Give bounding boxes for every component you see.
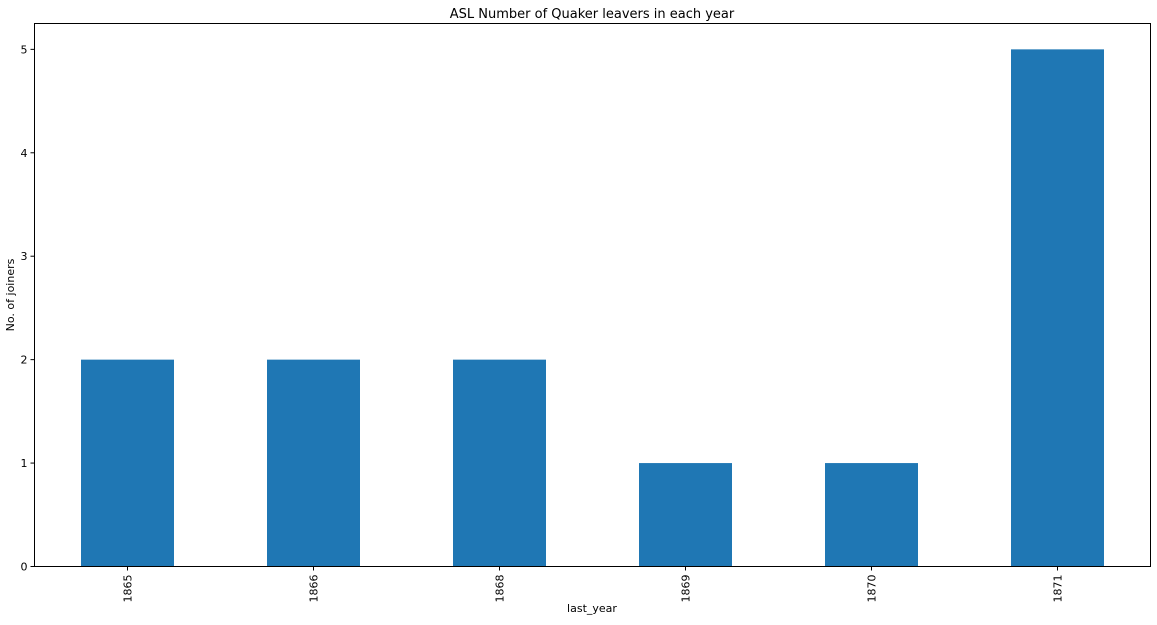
x-tick-label: 1866 [308, 575, 321, 603]
x-tick-label: 1868 [494, 575, 507, 603]
bar-1866 [267, 359, 360, 567]
x-tick-label: 1870 [866, 575, 879, 603]
bars-layer [81, 49, 1104, 567]
bar-1868 [453, 359, 546, 567]
x-axis-ticks: 1865 1866 1868 1869 1870 1871 [122, 566, 1065, 603]
y-tick-label: 2 [21, 354, 28, 367]
bar-1871 [1011, 49, 1104, 567]
bar-1865 [81, 359, 174, 567]
y-axis-label: No. of joiners [4, 258, 17, 331]
chart-title: ASL Number of Quaker leavers in each yea… [450, 7, 735, 22]
y-tick-label: 4 [21, 147, 28, 160]
bar-1870 [825, 463, 918, 567]
plot-area-frame [34, 23, 1151, 567]
x-tick-label: 1865 [122, 575, 135, 603]
x-axis-label: last_year [567, 602, 617, 615]
y-tick-label: 5 [21, 43, 28, 56]
y-tick-label: 1 [21, 457, 28, 470]
y-axis-ticks: 0 1 2 3 4 5 [21, 43, 35, 574]
x-tick-label: 1871 [1052, 575, 1065, 603]
y-tick-label: 3 [21, 250, 28, 263]
bar-1869 [639, 463, 732, 567]
y-tick-label: 0 [21, 561, 28, 574]
x-tick-label: 1869 [680, 575, 693, 603]
